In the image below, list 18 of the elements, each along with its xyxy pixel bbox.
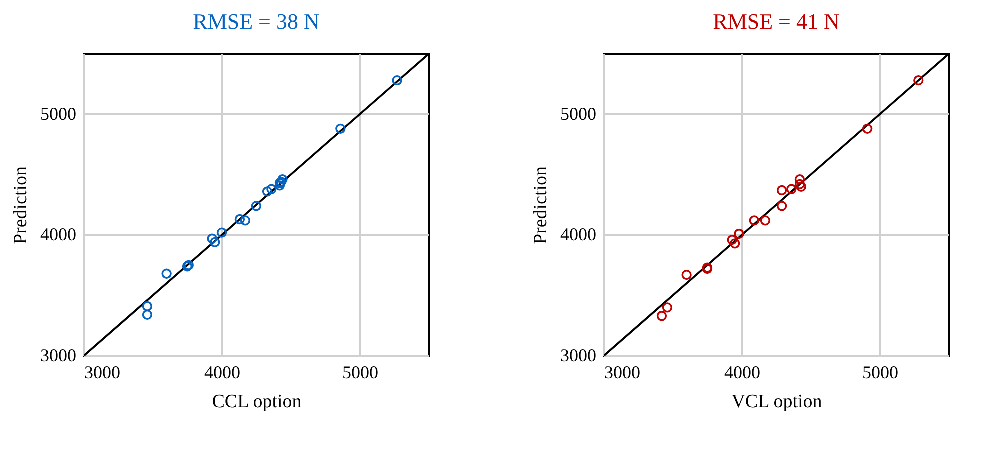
- y-tick-label: 5000: [560, 104, 596, 124]
- chart-title: RMSE = 38 N: [193, 9, 320, 34]
- x-tick-label: 3000: [604, 362, 640, 382]
- x-tick-label: 3000: [84, 362, 120, 382]
- y-tick-label: 4000: [40, 224, 76, 245]
- x-tick-label: 4000: [724, 362, 760, 382]
- x-tick-label: 5000: [342, 362, 378, 382]
- x-tick-label: 4000: [204, 362, 240, 382]
- chart-title: RMSE = 41 N: [713, 9, 840, 34]
- y-axis-title: Prediction: [530, 166, 552, 245]
- x-axis-title: VCL option: [732, 392, 823, 412]
- y-tick-label: 4000: [560, 224, 596, 245]
- y-tick-label: 5000: [40, 104, 76, 124]
- y-tick-label: 3000: [560, 346, 596, 366]
- x-tick-label: 5000: [862, 362, 898, 382]
- y-tick-label: 3000: [40, 346, 76, 366]
- y-axis-title: Prediction: [10, 166, 32, 245]
- x-axis-title: CCL option: [212, 392, 302, 412]
